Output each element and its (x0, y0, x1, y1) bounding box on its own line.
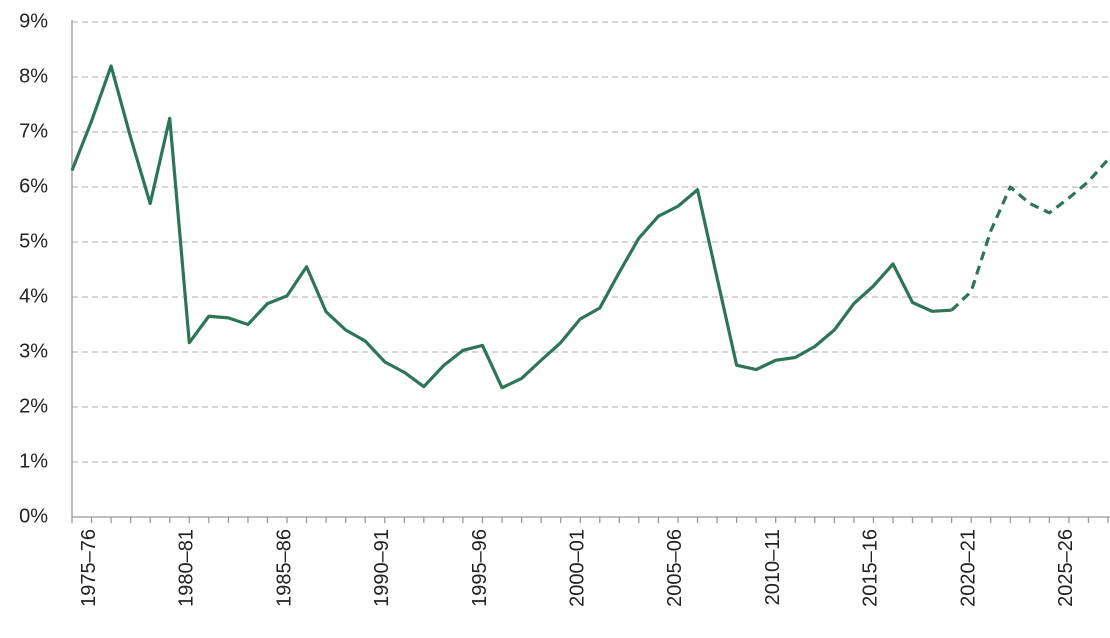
y-tick-label: 6% (19, 175, 48, 197)
x-tick-label: 2010–11 (762, 529, 784, 605)
x-tick-label: 1995–96 (469, 529, 491, 607)
y-tick-label: 2% (19, 395, 48, 417)
x-tick-label: 2015–16 (860, 529, 882, 607)
y-tick-label: 4% (19, 285, 48, 307)
y-tick-label: 5% (19, 230, 48, 252)
y-tick-label: 3% (19, 340, 48, 362)
y-tick-label: 0% (19, 505, 48, 527)
y-tick-label: 9% (19, 10, 48, 32)
line-series (950, 158, 1110, 312)
y-tick-label: 7% (19, 120, 48, 142)
x-tick-label: 1985–86 (273, 529, 295, 607)
y-tick-label: 1% (19, 450, 48, 472)
x-tick-label: 2025–26 (1055, 529, 1077, 607)
x-tick-label: 2000–01 (567, 529, 589, 607)
x-tick-label: 1990–91 (371, 529, 393, 607)
x-tick-label: 1980–81 (176, 529, 198, 607)
x-tick-label: 1975–76 (78, 529, 100, 607)
x-tick-label: 2020–21 (957, 529, 979, 607)
y-tick-label: 8% (19, 65, 48, 87)
x-tick-label: 2005–06 (664, 529, 686, 607)
line-series (70, 64, 952, 390)
